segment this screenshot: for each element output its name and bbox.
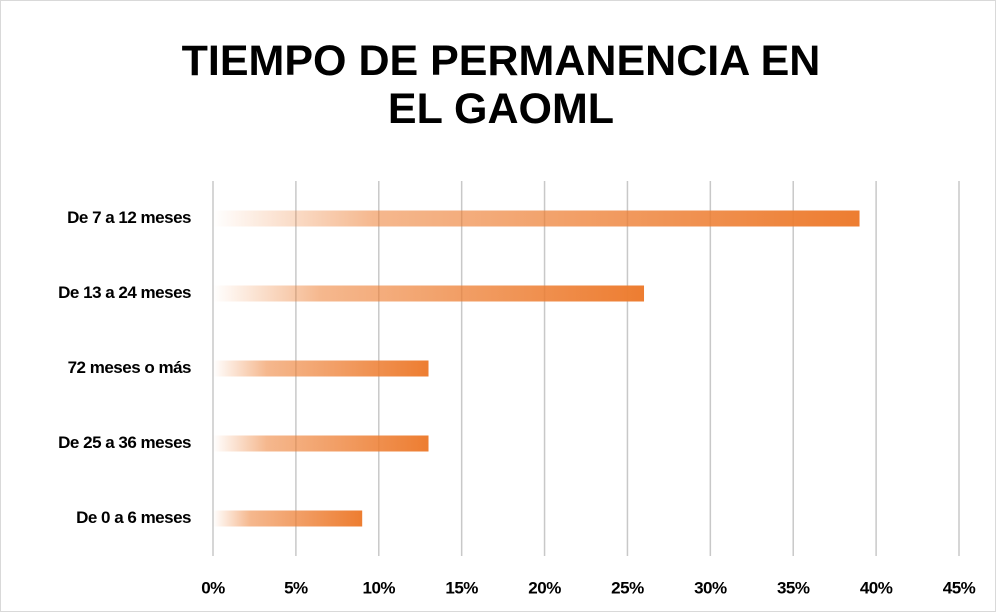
bar: [213, 210, 860, 227]
y-tick-label: De 7 a 12 meses: [67, 208, 191, 227]
bar: [213, 360, 429, 377]
y-tick-label: De 0 a 6 meses: [76, 508, 191, 527]
y-tick-label: De 25 a 36 meses: [58, 433, 191, 452]
x-tick-label: 15%: [445, 578, 478, 597]
x-tick-label: 0%: [201, 578, 225, 597]
bar: [213, 435, 429, 452]
bar: [213, 510, 363, 527]
x-tick-label: 35%: [777, 578, 810, 597]
x-tick-label: 45%: [943, 578, 976, 597]
x-tick-label: 25%: [611, 578, 644, 597]
x-tick-label: 20%: [528, 578, 561, 597]
y-tick-label: 72 meses o más: [68, 358, 191, 377]
chart-title: TIEMPO DE PERMANENCIA EN EL GAOML: [181, 37, 821, 133]
x-tick-label: 30%: [694, 578, 727, 597]
x-tick-label: 5%: [284, 578, 308, 597]
y-tick-label: De 13 a 24 meses: [58, 283, 191, 302]
x-tick-label: 40%: [860, 578, 893, 597]
x-tick-label: 10%: [363, 578, 396, 597]
bar: [213, 285, 645, 302]
